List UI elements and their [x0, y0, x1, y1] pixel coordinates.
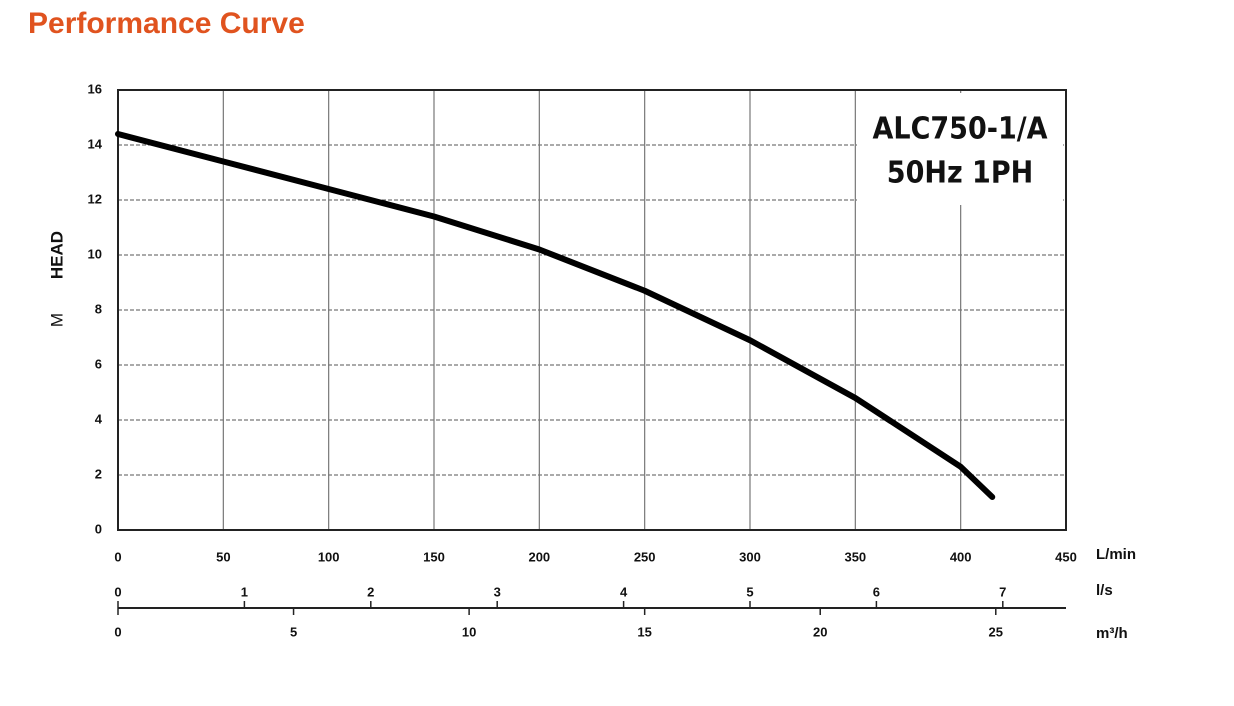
- y-axis-label: HEAD: [47, 231, 66, 279]
- y-tick-label: 16: [88, 81, 102, 96]
- x-tick-label: 350: [844, 549, 866, 564]
- x-tick-label: 400: [950, 549, 972, 564]
- plot-frame: [117, 89, 1067, 531]
- x-axis-unit: L/min: [1096, 546, 1136, 563]
- x-tick-label: 0: [114, 584, 121, 599]
- annotation: 50Hz 1PH: [887, 156, 1033, 191]
- x-tick-label: 250: [634, 549, 656, 564]
- x-axis-unit: l/s: [1096, 582, 1113, 599]
- x-tick-label: 20: [813, 624, 827, 639]
- annotation: ALC750-1/A: [873, 112, 1048, 147]
- x-tick-label: 4: [620, 584, 628, 599]
- y-tick-label: 10: [88, 246, 102, 261]
- y-tick-label: 14: [88, 136, 103, 151]
- marks: [115, 131, 996, 500]
- x-tick-label: 100: [318, 549, 340, 564]
- y-tick-label: 6: [95, 356, 102, 371]
- x-tick-label: 6: [873, 584, 880, 599]
- x-tick-label: 5: [290, 624, 297, 639]
- y-tick-label: 8: [95, 301, 102, 316]
- x-tick-label: 5: [746, 584, 753, 599]
- curve: [115, 131, 996, 500]
- x-tick-label: 2: [367, 584, 374, 599]
- y-tick-label: 0: [95, 521, 102, 536]
- x-tick-label: 0: [114, 549, 121, 564]
- x-tick-label: 3: [494, 584, 501, 599]
- y-tick-label: 2: [95, 466, 102, 481]
- x-tick-label: 200: [528, 549, 550, 564]
- y-axis-unit: M: [47, 313, 66, 327]
- x-tick-label: 10: [462, 624, 476, 639]
- x-tick-label: 7: [999, 584, 1006, 599]
- y-tick-label: 4: [95, 411, 103, 426]
- chart-title: Performance Curve: [28, 7, 305, 40]
- x-tick-label: 300: [739, 549, 761, 564]
- x-tick-label: 150: [423, 549, 445, 564]
- annotation-box: [857, 93, 1063, 205]
- x-tick-label: 450: [1055, 549, 1077, 564]
- x-tick-label: 50: [216, 549, 230, 564]
- x-tick-label: 0: [114, 624, 121, 639]
- y-tick-label: 12: [88, 191, 102, 206]
- x-axis-unit: m³/h: [1096, 625, 1128, 642]
- x-tick-label: 1: [241, 584, 248, 599]
- x-tick-label: 15: [637, 624, 651, 639]
- x-tick-label: 25: [989, 624, 1003, 639]
